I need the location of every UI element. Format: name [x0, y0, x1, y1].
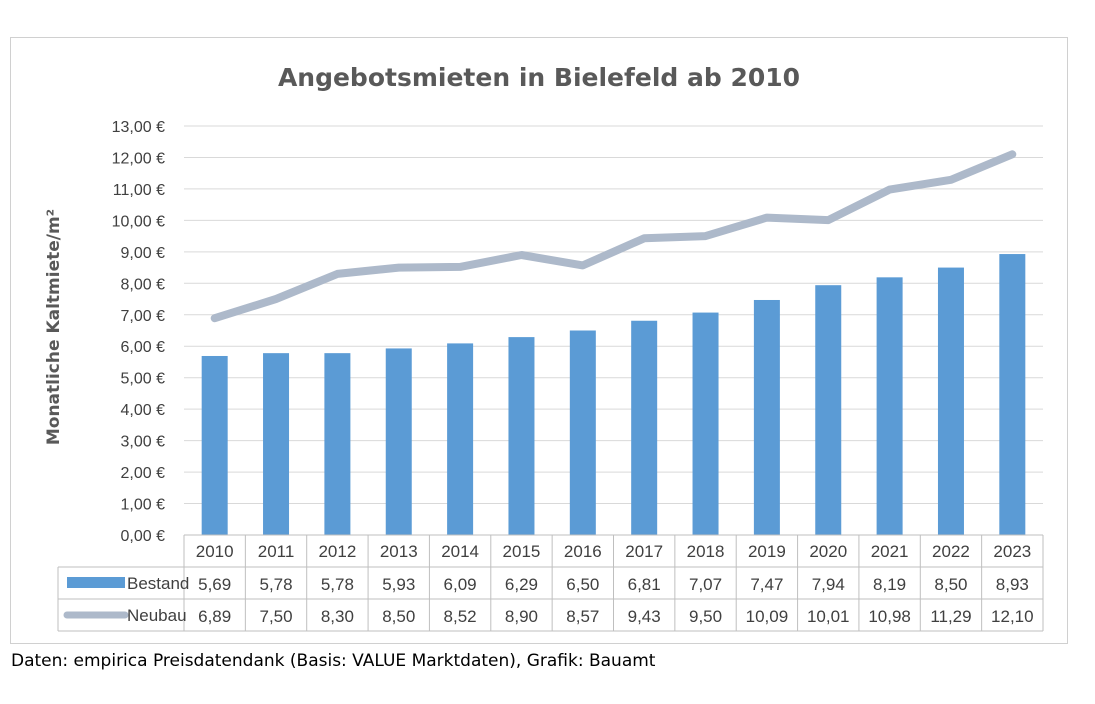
data-label: 9,43	[628, 607, 661, 626]
bar-bestand	[999, 254, 1026, 535]
data-label: 8,50	[934, 575, 967, 594]
data-label: 8,19	[873, 575, 906, 594]
bar-bestand	[263, 353, 290, 535]
x-tick-label: 2022	[932, 542, 970, 561]
data-label: 8,57	[566, 607, 599, 626]
bar-bestand	[201, 355, 228, 535]
bar-bestand	[937, 267, 964, 535]
y-tick-label: 5,00 €	[121, 371, 166, 388]
data-label: 6,81	[628, 575, 661, 594]
x-tick-label: 2020	[809, 542, 847, 561]
data-label: 8,93	[996, 575, 1029, 594]
y-axis-label: Monatliche Kaltmiete/m²	[44, 209, 64, 445]
y-tick-label: 6,00 €	[121, 339, 166, 356]
y-tick-label: 13,00 €	[112, 119, 165, 136]
data-label: 5,78	[259, 575, 292, 594]
y-tick-label: 0,00 €	[121, 528, 166, 545]
bar-bestand	[324, 353, 351, 535]
x-tick-label: 2015	[503, 542, 541, 561]
data-label: 7,94	[812, 575, 845, 594]
bar-bestand	[692, 312, 719, 535]
y-tick-label: 1,00 €	[121, 497, 166, 514]
data-label: 5,69	[198, 575, 231, 594]
data-label: 8,52	[444, 607, 477, 626]
x-tick-label: 2014	[441, 542, 479, 561]
legend-label: Bestand	[127, 574, 189, 593]
data-label: 6,29	[505, 575, 538, 594]
bar-bestand	[631, 320, 658, 535]
chart: Angebotsmieten in Bielefeld ab 2010 Mona…	[44, 63, 1044, 632]
data-label: 8,30	[321, 607, 354, 626]
y-tick-label: 3,00 €	[121, 434, 166, 451]
bar-bestand	[447, 343, 474, 535]
x-tick-label: 2011	[258, 542, 295, 561]
x-tick-label: 2018	[687, 542, 725, 561]
bar-bestand	[385, 348, 412, 535]
x-tick-label: 2013	[380, 542, 418, 561]
y-tick-label: 10,00 €	[112, 213, 165, 230]
data-label: 9,50	[689, 607, 722, 626]
data-label: 6,89	[198, 607, 231, 626]
data-label: 7,07	[689, 575, 722, 594]
bar-bestand	[508, 337, 535, 535]
y-tick-label: 11,00 €	[113, 182, 165, 199]
neubau-line	[210, 150, 1017, 323]
data-label: 5,93	[382, 575, 415, 594]
x-tick-label: 2016	[564, 542, 602, 561]
x-tick-label: 2023	[993, 542, 1031, 561]
data-label: 7,47	[750, 575, 783, 594]
bar-bestand	[569, 330, 596, 535]
y-tick-label: 2,00 €	[121, 465, 166, 482]
x-tick-label: 2021	[871, 542, 909, 561]
bestand-bars	[201, 254, 1026, 535]
legend-key-bestand: Bestand	[67, 574, 189, 593]
data-label: 8,50	[382, 607, 415, 626]
chart-frame: Angebotsmieten in Bielefeld ab 2010 Mona…	[10, 37, 1068, 644]
data-label: 6,09	[444, 575, 477, 594]
data-label: 6,50	[566, 575, 599, 594]
x-tick-label: 2017	[625, 542, 663, 561]
source-note: Daten: empirica Preisdatendank (Basis: V…	[11, 651, 656, 671]
y-tick-labels: 0,00 € 1,00 € 2,00 € 3,00 € 4,00 € 5,00 € 6,00…	[112, 119, 165, 545]
data-label: 5,78	[321, 575, 354, 594]
x-tick-label: 2019	[748, 542, 786, 561]
x-tick-label: 2012	[318, 542, 356, 561]
data-label: 10,01	[807, 607, 850, 626]
y-tick-label: 7,00 €	[121, 308, 166, 325]
legend-label: Neubau	[127, 606, 187, 625]
y-tick-label: 8,00 €	[121, 276, 166, 293]
y-tick-label: 9,00 €	[121, 245, 166, 262]
y-tick-label: 4,00 €	[121, 402, 166, 419]
data-label: 11,29	[930, 607, 971, 626]
x-tick-label: 2010	[196, 542, 234, 561]
data-label: 10,98	[868, 607, 911, 626]
legend-swatch	[67, 577, 125, 588]
data-label: 7,50	[259, 607, 292, 626]
bar-bestand	[876, 277, 903, 535]
line-neubau	[210, 150, 1017, 323]
chart-title: Angebotsmieten in Bielefeld ab 2010	[278, 63, 800, 92]
data-label: 10,09	[746, 607, 789, 626]
bar-bestand	[815, 285, 842, 535]
data-label: 12,10	[991, 607, 1034, 626]
legend-key-neubau: Neubau	[63, 606, 187, 625]
bar-bestand	[753, 299, 780, 535]
data-label: 8,90	[505, 607, 538, 626]
y-tick-label: 12,00 €	[112, 150, 165, 167]
data-table: 2010 2011 2012 2013 2014 2015 2016 2017 2018 2019…	[57, 534, 1044, 632]
